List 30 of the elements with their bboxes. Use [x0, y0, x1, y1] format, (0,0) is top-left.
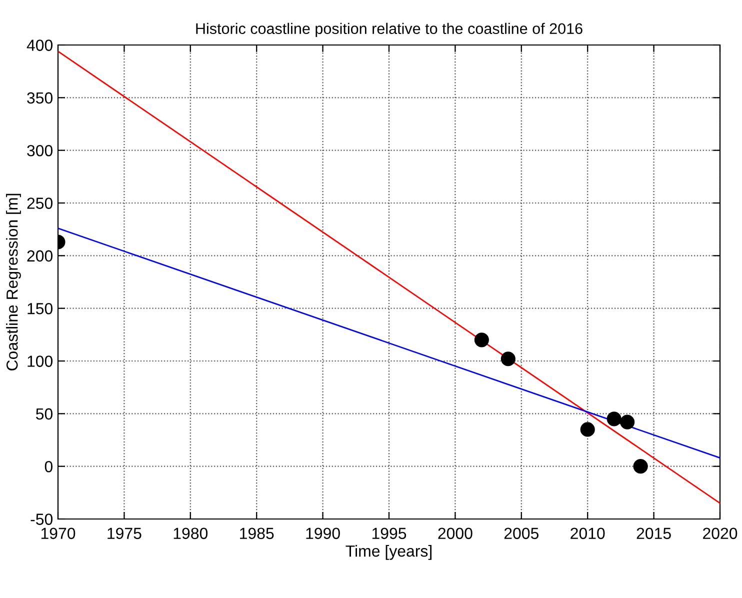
- y-tick-label: 200: [27, 250, 53, 262]
- point: [500, 352, 516, 366]
- x-tick-label: 2010: [570, 528, 605, 540]
- x-tick-label: 1970: [41, 528, 76, 540]
- point: [474, 332, 489, 348]
- x-tick-label: 2000: [438, 528, 472, 540]
- y-tick-label: -50: [30, 514, 53, 525]
- y-tick-label: 50: [36, 408, 53, 420]
- x-tick-label: 2005: [504, 528, 538, 540]
- point: [606, 412, 622, 426]
- point: [633, 459, 648, 474]
- x-axis-title: Time [years]: [346, 545, 432, 560]
- x-tick-label: 2020: [703, 528, 738, 540]
- y-tick-label: 300: [27, 144, 53, 156]
- y-tick-label: 250: [27, 198, 53, 209]
- x-tick-label: 1995: [372, 528, 406, 540]
- x-tick-label: 1980: [174, 528, 208, 540]
- x-tick-label: 2015: [636, 528, 671, 540]
- y-tick-label: 100: [28, 356, 53, 367]
- x-tick-label: 1985: [240, 528, 274, 540]
- y-tick-label: 350: [27, 92, 53, 104]
- x-tick-label: 1990: [306, 528, 340, 540]
- y-tick-label: 0: [44, 460, 53, 472]
- y-tick-label: 150: [28, 302, 53, 314]
- y-tick-label: 400: [26, 40, 53, 51]
- chart-title: Historic coastline position relative to the coastline of 2016: [196, 22, 582, 38]
- point: [580, 422, 595, 437]
- x-tick-label: 1975: [108, 528, 142, 540]
- point: [620, 414, 635, 430]
- y-axis-title: Coastline Regression [m]: [6, 194, 21, 370]
